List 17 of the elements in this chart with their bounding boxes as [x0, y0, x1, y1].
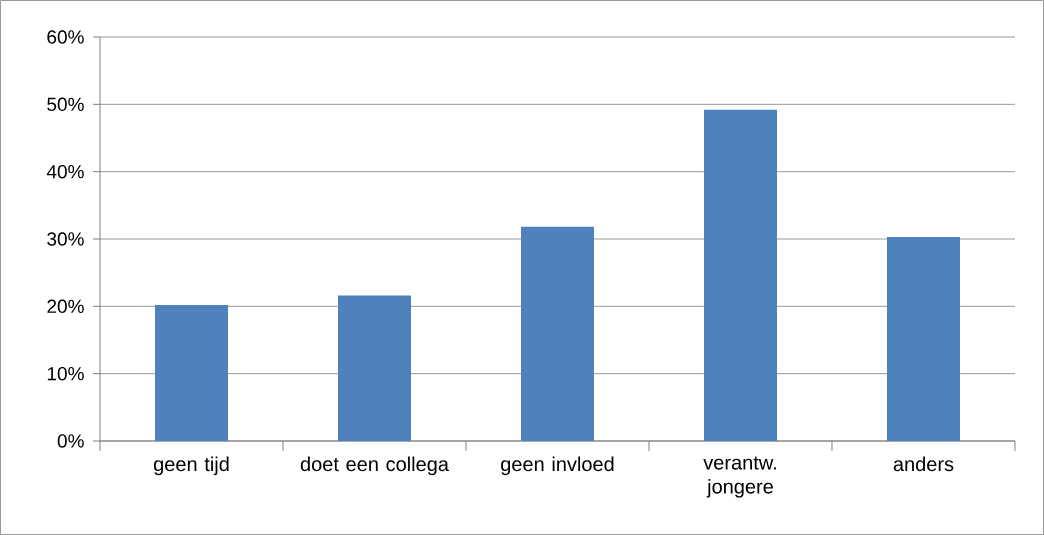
bar: [521, 226, 594, 441]
x-tick-label: anders: [893, 456, 954, 472]
x-tick-label: doet een collega: [300, 456, 449, 476]
y-tick-label: 50%: [47, 97, 84, 112]
x-tick-label: verantw. jongere: [703, 456, 776, 498]
y-tick-label: 60%: [47, 30, 84, 44]
x-tick-label: geen tijd: [153, 456, 229, 476]
x-tick-label: geen invloed: [501, 456, 614, 476]
y-tick-label: 20%: [47, 299, 84, 314]
y-tick-label: 40%: [46, 164, 84, 179]
y-tick-label: 30%: [47, 232, 84, 246]
bar: [887, 236, 960, 441]
y-tick-label: 0%: [57, 434, 84, 448]
bar: [704, 109, 777, 441]
bar: [155, 304, 229, 441]
y-tick-label: 10%: [47, 366, 84, 381]
bar: [338, 295, 412, 441]
